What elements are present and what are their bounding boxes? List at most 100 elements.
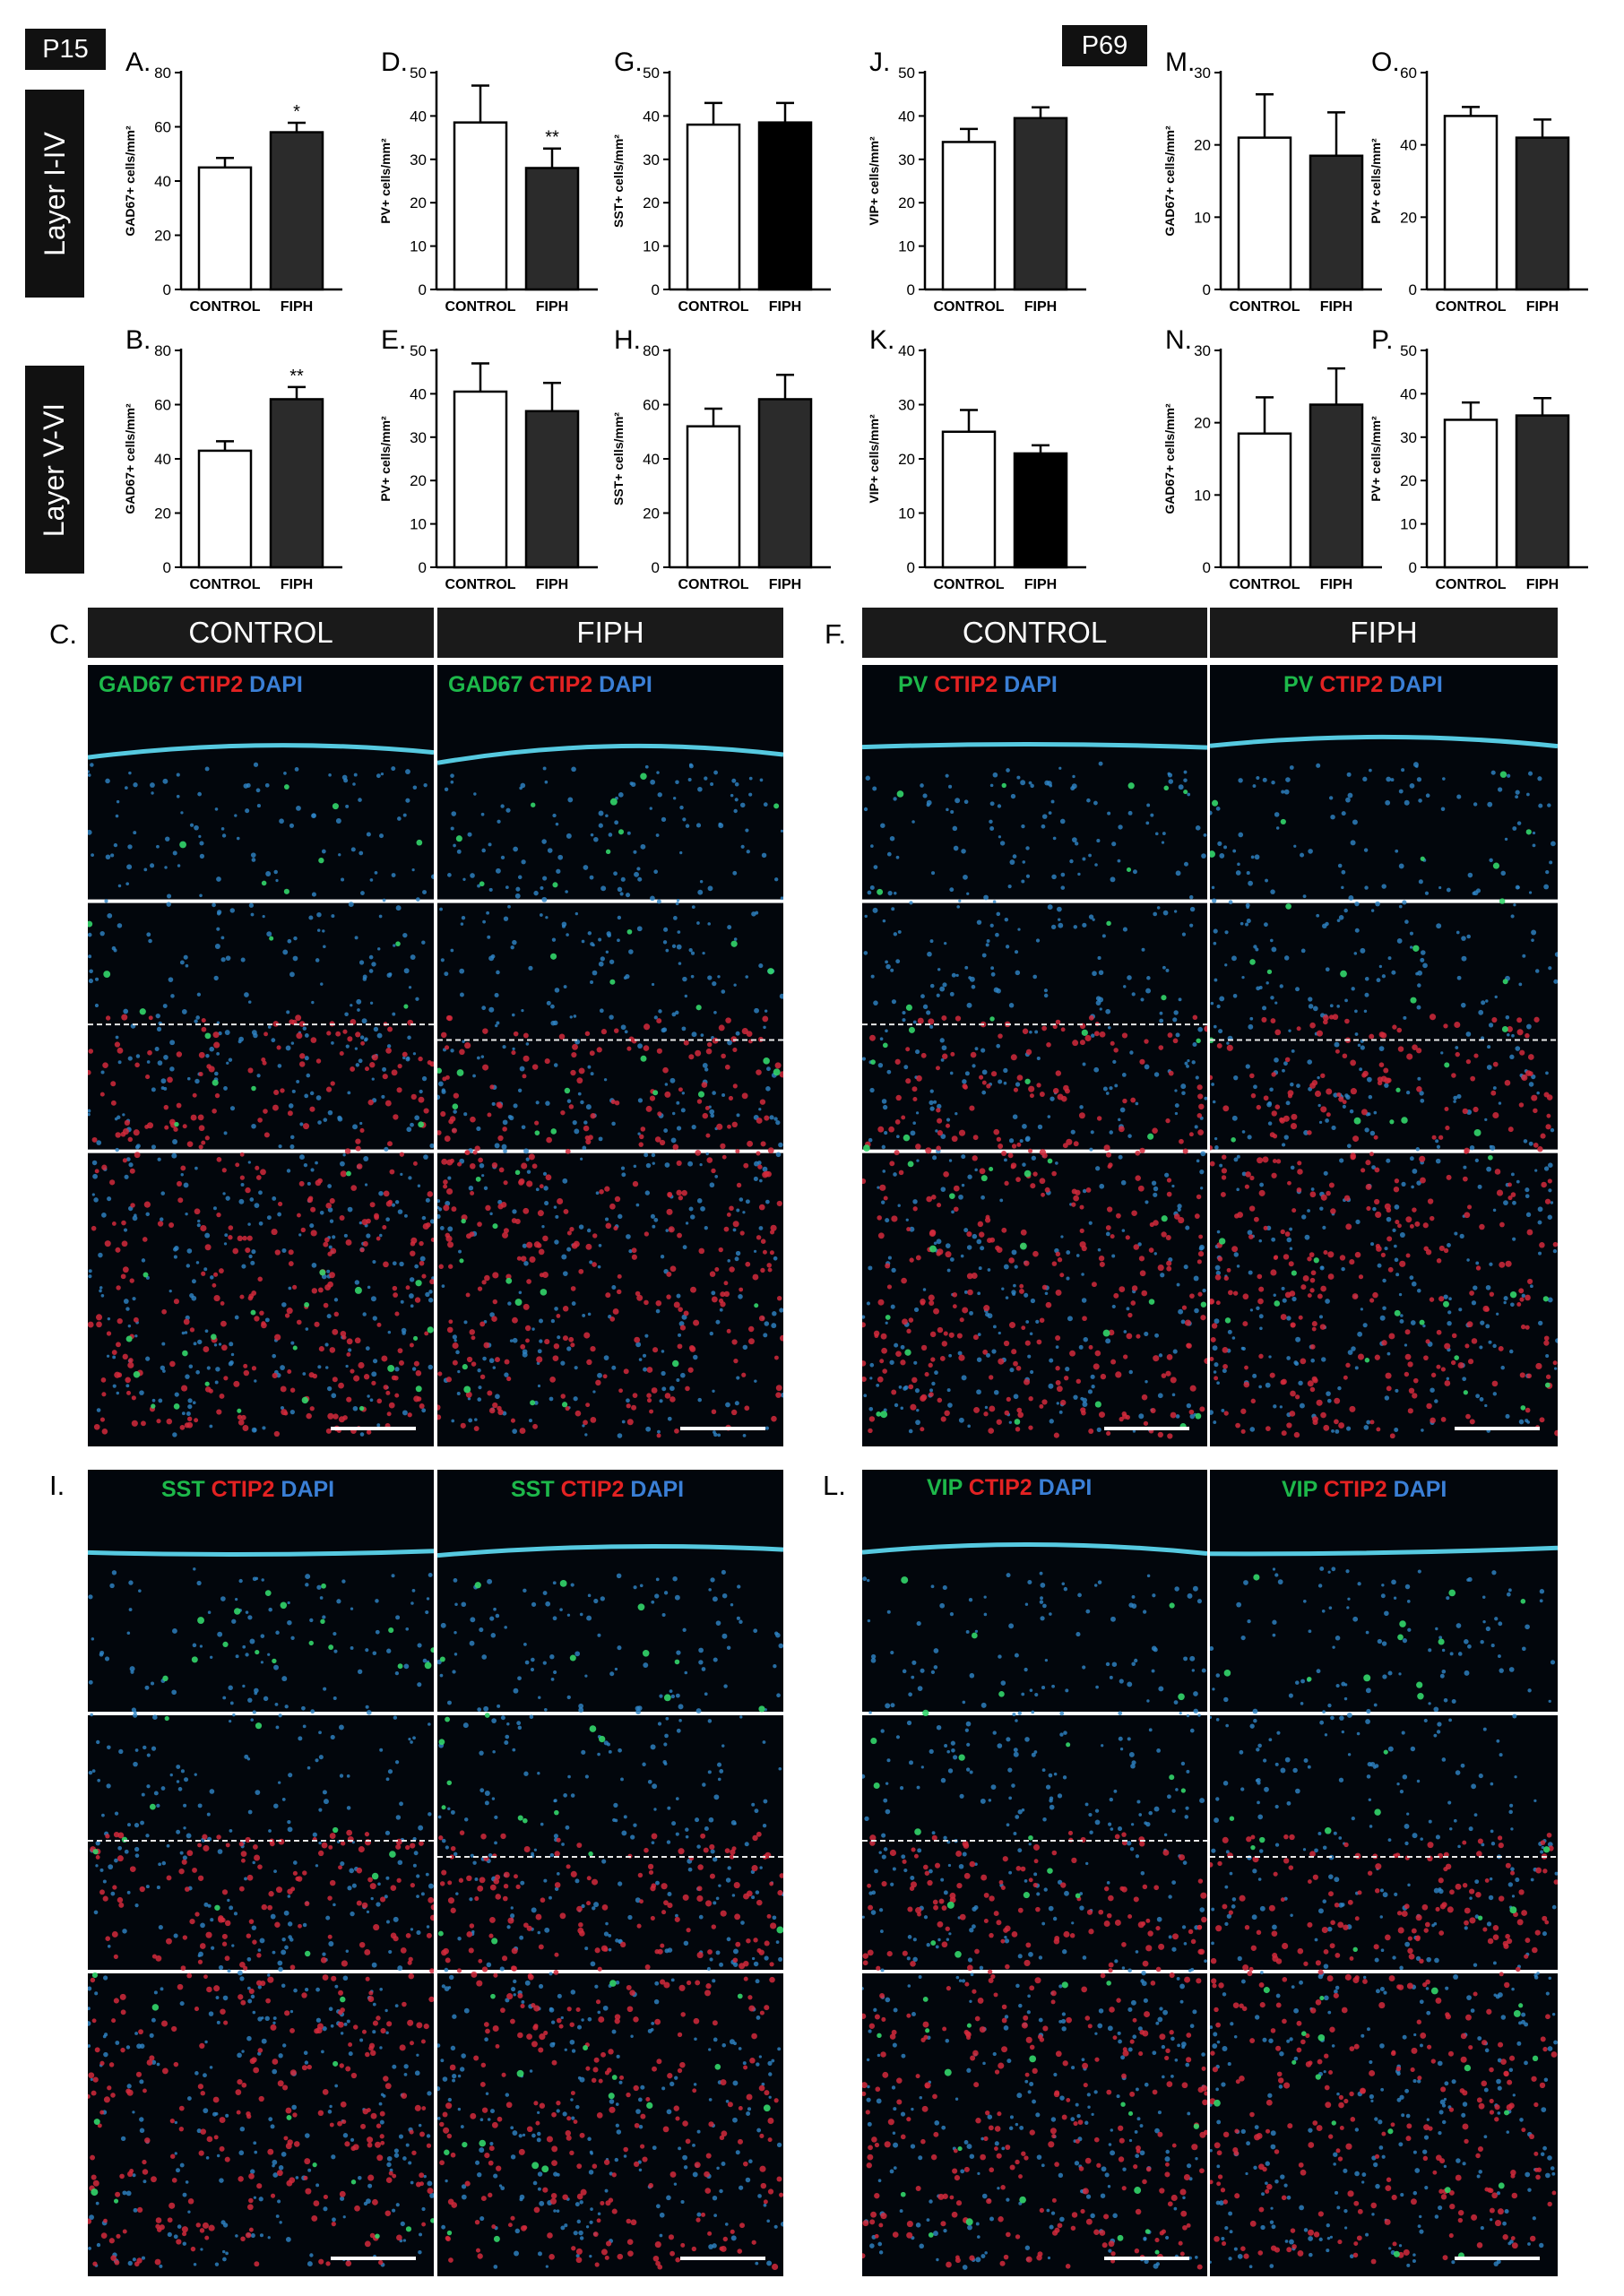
dapi-nucleus xyxy=(1258,1314,1264,1319)
ctip2-nucleus xyxy=(392,2173,397,2179)
ctip2-nucleus xyxy=(240,1858,246,1863)
dapi-nucleus xyxy=(691,1031,697,1038)
dapi-nucleus xyxy=(1422,1324,1426,1328)
dapi-nucleus xyxy=(102,1975,108,1981)
ctip2-nucleus xyxy=(245,1187,251,1194)
dapi-nucleus xyxy=(198,1951,203,1957)
dapi-nucleus xyxy=(535,1187,540,1192)
ctip2-nucleus xyxy=(329,1833,336,1839)
dapi-nucleus xyxy=(370,1296,376,1302)
ctip2-nucleus xyxy=(216,1834,221,1840)
dapi-nucleus xyxy=(1029,1030,1032,1034)
dapi-nucleus xyxy=(386,1920,390,1924)
dapi-nucleus xyxy=(127,1056,133,1061)
dapi-nucleus xyxy=(305,2133,310,2138)
dapi-nucleus xyxy=(99,1868,104,1872)
ctip2-nucleus xyxy=(360,2123,367,2129)
ctip2-nucleus xyxy=(328,1844,333,1850)
dapi-nucleus xyxy=(1089,1147,1093,1152)
marker-cell xyxy=(427,1326,434,1334)
ctip2-nucleus xyxy=(693,1319,700,1326)
ctip2-nucleus xyxy=(122,2229,127,2234)
significance-mark: ** xyxy=(289,367,304,386)
ctip2-nucleus xyxy=(113,1832,120,1838)
dapi-nucleus xyxy=(1420,1098,1425,1103)
ctip2-nucleus xyxy=(383,1385,389,1390)
dapi-nucleus xyxy=(105,854,111,860)
dapi-nucleus xyxy=(286,1169,291,1173)
ctip2-nucleus xyxy=(149,2055,155,2061)
ctip2-nucleus xyxy=(419,1260,425,1266)
dapi-nucleus xyxy=(139,2043,145,2049)
ctip2-nucleus xyxy=(1210,1161,1215,1167)
ctip2-nucleus xyxy=(1115,1371,1122,1378)
dapi-nucleus xyxy=(876,1383,880,1387)
panel-label-H: H. xyxy=(614,325,641,355)
ctip2-nucleus xyxy=(1445,1125,1450,1131)
ctip2-nucleus xyxy=(956,1333,963,1339)
ctip2-nucleus xyxy=(1088,1014,1094,1021)
dapi-nucleus xyxy=(1216,1230,1221,1234)
ctip2-nucleus xyxy=(558,1033,566,1040)
panel-label-P: P. xyxy=(1371,325,1393,355)
dapi-nucleus xyxy=(382,898,386,902)
y-tick-label: 0 xyxy=(163,281,171,298)
ctip2-nucleus xyxy=(99,2110,105,2115)
dapi-nucleus xyxy=(1214,1362,1219,1368)
ctip2-nucleus xyxy=(384,2210,392,2216)
ctip2-nucleus xyxy=(576,1077,583,1084)
ctip2-nucleus xyxy=(779,1071,783,1078)
ctip2-nucleus xyxy=(1521,1074,1528,1082)
dapi-nucleus xyxy=(645,1162,652,1169)
dapi-nucleus xyxy=(280,1365,285,1370)
dapi-nucleus xyxy=(1003,1264,1009,1270)
dapi-nucleus xyxy=(1110,876,1116,883)
ctip2-nucleus xyxy=(1055,1019,1061,1025)
dapi-nucleus xyxy=(682,1245,687,1250)
dapi-nucleus xyxy=(1291,1296,1297,1302)
ctip2-nucleus xyxy=(129,1866,136,1872)
ctip2-nucleus xyxy=(410,1843,416,1849)
ctip2-nucleus xyxy=(1098,1255,1105,1262)
dapi-nucleus xyxy=(151,2059,157,2065)
dapi-nucleus xyxy=(379,1748,384,1752)
dapi-nucleus xyxy=(1186,1064,1189,1068)
dapi-nucleus xyxy=(350,1004,353,1007)
dapi-nucleus xyxy=(216,2154,220,2158)
ctip2-nucleus xyxy=(917,1017,924,1024)
ctip2-nucleus xyxy=(1423,1355,1429,1361)
ctip2-nucleus xyxy=(274,1249,281,1256)
ctip2-nucleus xyxy=(201,1140,206,1145)
ctip2-nucleus xyxy=(502,1231,509,1239)
dapi-nucleus xyxy=(239,2126,246,2132)
ctip2-nucleus xyxy=(143,1201,151,1208)
dapi-nucleus xyxy=(172,1139,178,1144)
dapi-nucleus xyxy=(510,2126,514,2130)
dapi-nucleus xyxy=(725,1402,730,1408)
dapi-nucleus xyxy=(157,1060,163,1066)
ctip2-nucleus xyxy=(289,1964,296,1971)
dapi-nucleus xyxy=(1021,879,1025,884)
ctip2-nucleus xyxy=(426,1932,432,1938)
ctip2-nucleus xyxy=(1350,1088,1357,1095)
dapi-nucleus xyxy=(282,949,289,955)
dapi-nucleus xyxy=(247,1986,251,1990)
dapi-nucleus xyxy=(1082,1397,1088,1403)
dapi-nucleus xyxy=(1246,919,1251,924)
dapi-nucleus xyxy=(1512,826,1517,831)
ctip2-nucleus xyxy=(350,2145,357,2152)
y-axis-label: SST+ cells/mm² xyxy=(611,134,626,228)
dapi-nucleus xyxy=(266,931,272,937)
ctip2-nucleus xyxy=(495,1357,500,1363)
ctip2-nucleus xyxy=(937,1326,944,1334)
dapi-nucleus xyxy=(224,1233,229,1238)
dapi-nucleus xyxy=(1172,1017,1178,1023)
dapi-nucleus xyxy=(971,984,976,989)
dapi-nucleus xyxy=(598,823,603,828)
ctip2-nucleus xyxy=(317,2110,324,2117)
dapi-nucleus xyxy=(1515,795,1519,799)
ctip2-nucleus xyxy=(685,1385,690,1392)
ctip2-nucleus xyxy=(447,1264,454,1269)
ctip2-nucleus xyxy=(302,1870,307,1876)
